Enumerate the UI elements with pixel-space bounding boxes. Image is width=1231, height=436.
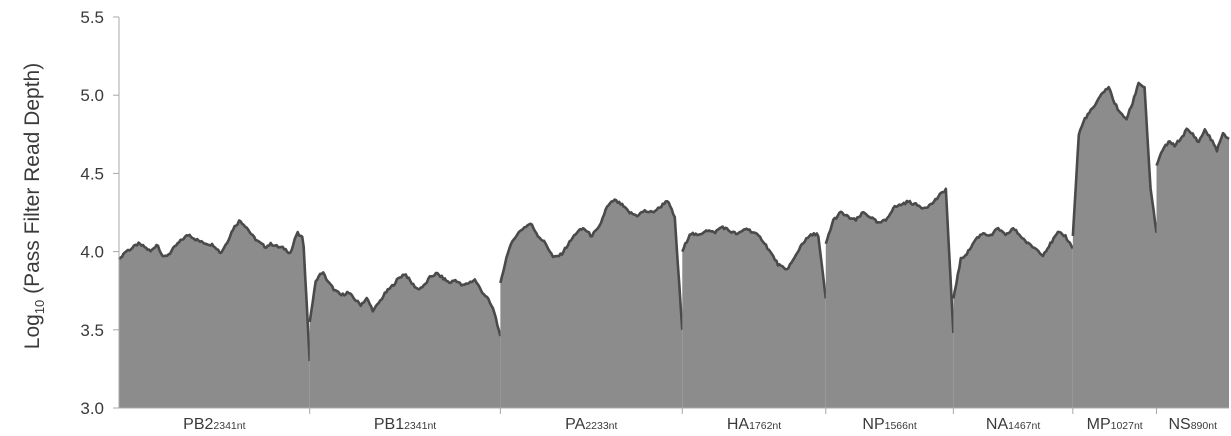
segment-name: HA [727,416,750,433]
y-axis-title: Log10 (Pass Filter Read Depth) [21,63,47,349]
segment-length: 2341nt [404,420,436,432]
coverage-area-ha [682,226,826,408]
segment-name: NP [862,416,884,433]
segment-name: PB1 [374,416,404,433]
y-tick-label: 3.0 [80,399,104,418]
coverage-area-mp [1072,82,1157,409]
y-tick-label: 3.5 [80,321,104,340]
segment-length: 2341nt [213,420,245,432]
x-category-label-pa: PA2233nt [565,416,617,433]
coverage-area-pb2 [119,220,310,408]
coverage-area-np [825,188,954,408]
x-category-label-np: NP1566nt [862,416,916,433]
segment-length: 1467nt [1008,420,1040,432]
coverage-line-ha [681,225,828,299]
segment-name: PB2 [183,416,213,433]
y-axis-title-subscript: 10 [32,300,47,314]
x-category-label-mp: MP1027nt [1087,416,1143,433]
segment-name: PA [565,416,585,433]
y-tick-label: 4.0 [80,243,104,262]
x-category-label-pb2: PB22341nt [183,416,245,433]
segment-name: NA [986,416,1009,433]
x-category-label-pb1: PB12341nt [374,416,436,433]
segment-name: NS [1168,416,1190,433]
segment-length: 890nt [1191,420,1217,432]
coverage-line-ns [1155,127,1230,167]
y-tick-label: 4.5 [80,164,104,183]
y-axis-title-suffix: (Pass Filter Read Depth) [21,63,44,300]
coverage-line-np [824,187,955,333]
segment-length: 1566nt [885,420,917,432]
x-category-label-na: NA1467nt [986,416,1040,433]
coverage-line-pb2 [117,219,311,362]
coverage-area-pb1 [309,272,501,408]
coverage-area-pa [500,199,683,408]
coverage-area-ns [1156,128,1229,409]
segment-length: 1027nt [1111,420,1143,432]
segment-length: 2233nt [585,420,617,432]
coverage-line-pb1 [308,271,502,337]
y-tick-label: 5.0 [80,86,104,105]
x-category-label-ns: NS890nt [1168,416,1217,433]
coverage-line-na [952,226,1074,299]
y-axis-title-prefix: Log [21,314,44,349]
coverage-line-pa [499,198,684,330]
segment-name: MP [1087,416,1111,433]
coverage-line-mp [1071,81,1158,237]
x-category-label-ha: HA1762nt [727,416,781,433]
segment-length: 1762nt [749,420,781,432]
y-tick-label: 5.5 [80,8,104,27]
coverage-area-na [953,228,1073,408]
